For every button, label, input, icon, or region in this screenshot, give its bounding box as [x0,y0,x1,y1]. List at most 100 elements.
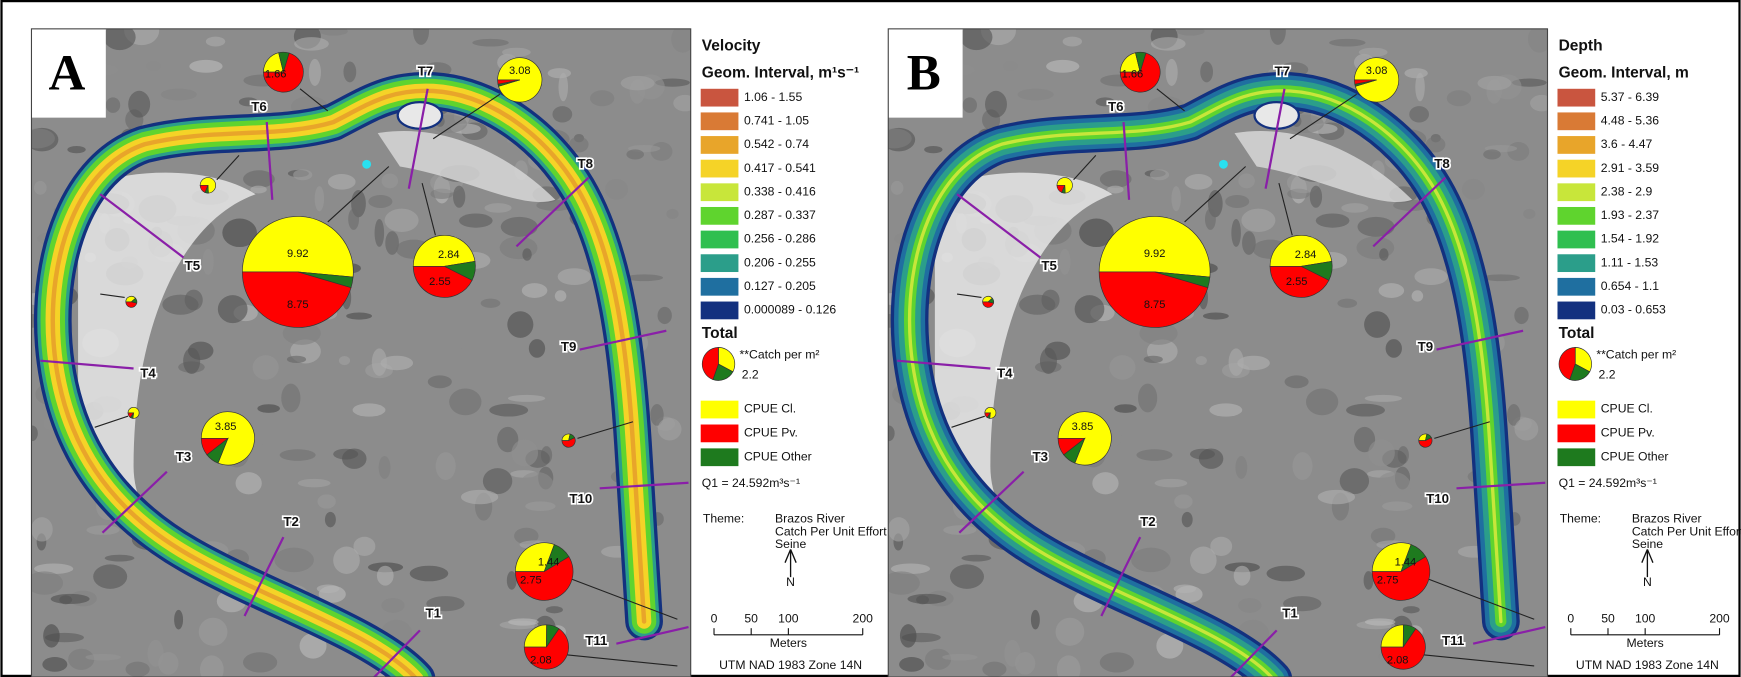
transect-label: T9 [561,339,577,354]
cpue-swatch [701,448,739,466]
pie-label: 1.66 [1122,68,1144,80]
legend-label: 0.256 - 0.286 [744,232,816,246]
transect-label: T5 [1041,258,1057,273]
vegetation [1404,68,1427,78]
theme-label: Theme: [703,512,744,526]
legend-label: 0.000089 - 0.126 [744,303,836,317]
vegetation [161,89,197,101]
legend-label: 4.48 - 5.36 [1601,114,1659,128]
legend-swatch [1557,207,1595,225]
total-value: 2.2 [742,367,759,381]
vegetation [43,624,60,647]
vegetation [199,618,228,646]
vegetation [1477,76,1511,90]
vegetation [1376,472,1411,500]
vegetation [1235,456,1247,479]
total-title: Total [1559,325,1595,342]
cpue-swatch [1557,401,1595,419]
legend-swatch [701,89,739,107]
vegetation [317,585,340,594]
vegetation [1285,375,1309,388]
scale-tick-label: 200 [1709,612,1730,626]
transect-label: T11 [1442,633,1465,648]
vegetation [651,142,673,161]
vegetation [658,307,672,324]
scale-tick-label: 100 [778,612,799,626]
vegetation [1337,299,1357,308]
vegetation [218,295,248,323]
total-note: **Catch per m² [740,347,820,361]
vegetation [1412,290,1424,301]
vegetation [666,209,678,219]
transect-label: T6 [251,99,267,114]
total-note: **Catch per m² [1596,347,1676,361]
legend-title: Depth [1559,38,1603,55]
vegetation [449,388,481,415]
vegetation [1131,548,1171,573]
vegetation [1109,355,1135,380]
vegetation [1190,547,1217,574]
vegetation [106,97,120,112]
vegetation [1182,512,1193,527]
vegetation [888,517,910,541]
vegetation [328,174,356,190]
vegetation [1144,356,1163,363]
legend-swatch [1557,89,1595,107]
vegetation [1318,490,1355,504]
vegetation [950,564,984,588]
transect-label: T1 [1282,605,1298,620]
vegetation [558,73,568,102]
vegetation [1523,209,1535,219]
page: {"panels": [ {"letter": "A", "title": "V… [0,0,1741,677]
pie-label: 3.85 [215,421,237,433]
vegetation [333,547,360,574]
cpue-label: CPUE Other [1601,449,1669,463]
transect-label: T2 [1140,514,1156,529]
vegetation [1386,339,1402,358]
vegetation [502,48,531,57]
vegetation [500,237,538,260]
vegetation [461,344,473,351]
vegetation [1234,566,1251,586]
vegetation [298,479,331,488]
transect-label: T7 [1274,64,1290,79]
legend-swatch [701,160,739,178]
pie-label: 1.44 [538,557,560,569]
vegetation [548,68,571,78]
vegetation [1306,388,1338,415]
vegetation [522,283,548,298]
vegetation [1205,208,1216,229]
vegetation [1196,356,1207,365]
vegetation [250,186,266,194]
vegetation [1003,61,1018,71]
vegetation [1150,169,1169,180]
legend-swatch [1557,160,1595,178]
vegetation [281,384,300,413]
legend-swatch [701,183,739,201]
vegetation [1136,449,1172,460]
vegetation [1015,652,1035,675]
vegetation [511,439,538,466]
theme-label: Theme: [1560,512,1601,526]
vegetation [1107,186,1123,194]
legend-label: 0.03 - 0.653 [1601,303,1666,317]
figure: T1T2T3T4T5T6T7T8T9T10T111.663.089.928.75… [0,0,1741,677]
pie-label: 8.75 [287,299,309,311]
vegetation [253,355,279,380]
transect-label: T8 [1434,156,1450,171]
vegetation [202,249,213,275]
vegetation [507,311,533,338]
vegetation [907,594,946,604]
cpue-swatch [1557,448,1595,466]
vegetation [1340,468,1369,494]
vegetation [522,248,531,260]
vegetation [158,652,178,675]
vegetation [126,662,150,677]
vegetation [1316,213,1350,227]
transect-label: T2 [283,514,299,529]
cpue-label: CPUE Cl. [744,402,796,416]
scale-tick-label: 50 [744,612,758,626]
vegetation [1151,37,1186,51]
vegetation [1346,404,1385,417]
vegetation [483,468,512,494]
